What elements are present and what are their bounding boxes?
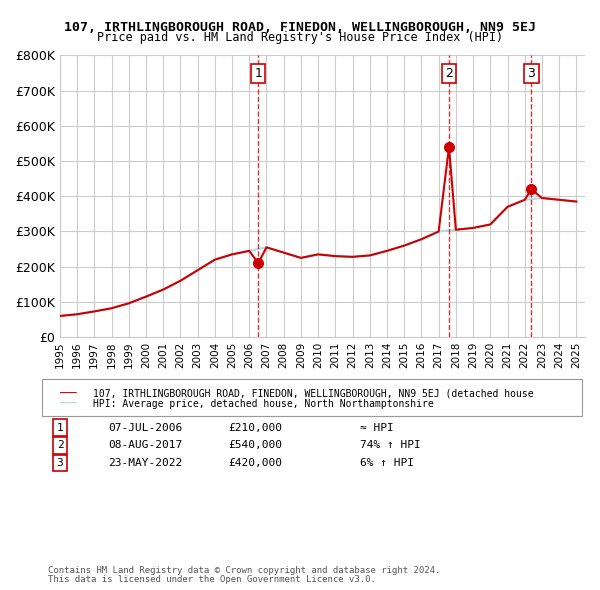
Text: 08-AUG-2017: 08-AUG-2017 bbox=[108, 441, 182, 450]
Text: Price paid vs. HM Land Registry's House Price Index (HPI): Price paid vs. HM Land Registry's House … bbox=[97, 31, 503, 44]
Text: Contains HM Land Registry data © Crown copyright and database right 2024.: Contains HM Land Registry data © Crown c… bbox=[48, 566, 440, 575]
Text: ——: —— bbox=[60, 397, 77, 411]
Text: 107, IRTHLINGBOROUGH ROAD, FINEDON, WELLINGBOROUGH, NN9 5EJ (detached house: 107, IRTHLINGBOROUGH ROAD, FINEDON, WELL… bbox=[93, 389, 533, 398]
Text: £210,000: £210,000 bbox=[228, 423, 282, 432]
Text: 3: 3 bbox=[56, 458, 64, 468]
Text: 107, IRTHLINGBOROUGH ROAD, FINEDON, WELLINGBOROUGH, NN9 5EJ: 107, IRTHLINGBOROUGH ROAD, FINEDON, WELL… bbox=[64, 21, 536, 34]
Text: 3: 3 bbox=[527, 67, 535, 80]
Text: 6% ↑ HPI: 6% ↑ HPI bbox=[360, 458, 414, 468]
Text: 23-MAY-2022: 23-MAY-2022 bbox=[108, 458, 182, 468]
Text: 2: 2 bbox=[445, 67, 453, 80]
Text: 2: 2 bbox=[56, 441, 64, 450]
Text: £420,000: £420,000 bbox=[228, 458, 282, 468]
Text: 1: 1 bbox=[56, 423, 64, 432]
Text: £540,000: £540,000 bbox=[228, 441, 282, 450]
Text: HPI: Average price, detached house, North Northamptonshire: HPI: Average price, detached house, Nort… bbox=[93, 399, 434, 409]
Text: 74% ↑ HPI: 74% ↑ HPI bbox=[360, 441, 421, 450]
Text: This data is licensed under the Open Government Licence v3.0.: This data is licensed under the Open Gov… bbox=[48, 575, 376, 584]
Text: ——: —— bbox=[60, 386, 77, 401]
Text: 1: 1 bbox=[254, 67, 262, 80]
Text: 07-JUL-2006: 07-JUL-2006 bbox=[108, 423, 182, 432]
Text: ≈ HPI: ≈ HPI bbox=[360, 423, 394, 432]
